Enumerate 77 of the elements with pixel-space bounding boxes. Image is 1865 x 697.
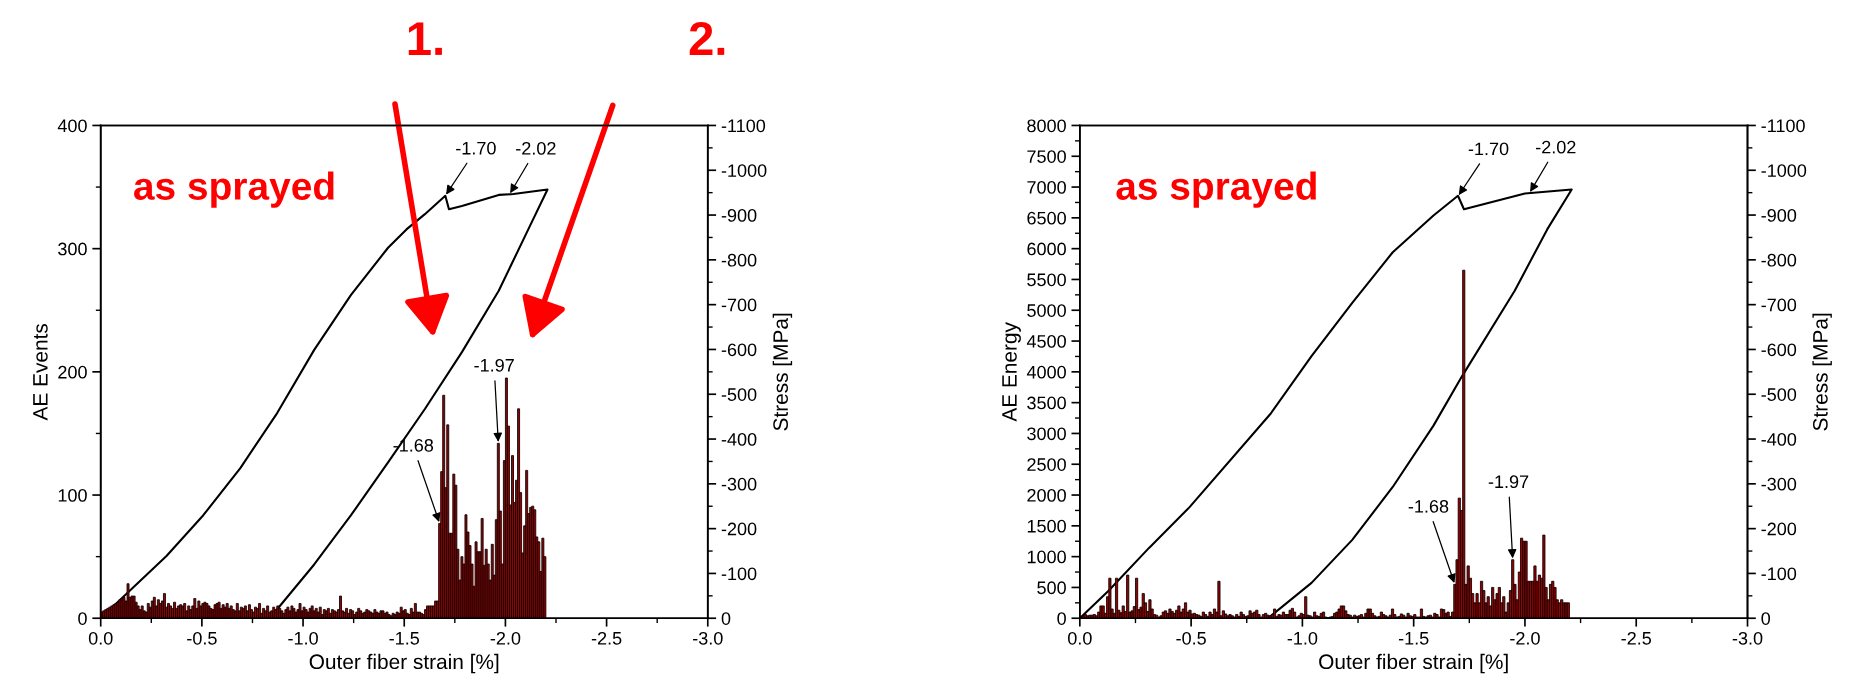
y2-tick-label: -700 xyxy=(721,298,757,312)
y2-tick-label: -1000 xyxy=(721,164,767,177)
y2-tick-label: -1100 xyxy=(721,119,766,133)
y-axis-title: AE Events xyxy=(33,323,48,421)
y2-tick-label: -1100 xyxy=(1761,119,1805,133)
y-tick-label: 5500 xyxy=(1027,273,1066,287)
x-tick-label: -1.0 xyxy=(1287,631,1318,645)
y-tick-label: 4500 xyxy=(1026,334,1066,348)
y-tick-label: 3500 xyxy=(1027,396,1066,410)
y-tick-label: 300 xyxy=(58,242,87,256)
y2-tick-label: -400 xyxy=(1761,432,1797,446)
y-tick-label: 200 xyxy=(58,365,87,379)
text: 2. xyxy=(689,21,725,55)
y-tick-label: 4000 xyxy=(1026,365,1066,379)
annotation: -1.68 xyxy=(1408,499,1449,513)
y-tick-label: 3000 xyxy=(1027,427,1066,441)
y2-tick-label: -100 xyxy=(721,567,757,581)
annotation: -1.97 xyxy=(474,358,514,372)
x-tick-label: 0.0 xyxy=(1067,631,1092,645)
y2-tick-label: 0 xyxy=(721,612,731,625)
annotation: as sprayed xyxy=(134,171,334,208)
y2-tick-label: -900 xyxy=(721,208,757,222)
x-tick-label: -2.5 xyxy=(591,631,622,645)
annotation: -2.02 xyxy=(1536,140,1576,154)
y2-tick-label: -500 xyxy=(1761,388,1797,401)
y2-tick-label: 0 xyxy=(1761,612,1771,625)
y-tick-label: 7000 xyxy=(1027,180,1066,194)
annotation: -1.97 xyxy=(1488,475,1529,489)
y-tick-label: 400 xyxy=(57,119,87,133)
y2-tick-label: -600 xyxy=(1761,343,1797,357)
x-tick-label: -0.5 xyxy=(1176,631,1206,645)
y2-tick-label: -400 xyxy=(721,432,757,446)
y-axis-title: AE Energy xyxy=(1002,322,1021,422)
y2-axis-title: Stress [MPa] xyxy=(1812,313,1832,431)
text: 1. xyxy=(408,22,442,55)
y-tick-label: 2000 xyxy=(1027,488,1066,502)
y-tick-label: 1500 xyxy=(1027,519,1066,533)
y-tick-label: 500 xyxy=(1037,581,1066,595)
y2-axis-title: Stress [MPa] xyxy=(772,313,793,431)
y2-tick-label: -300 xyxy=(1761,477,1797,491)
y2-tick-label: -200 xyxy=(721,522,757,536)
annotation: -1.70 xyxy=(456,141,496,155)
y-tick-label: 6500 xyxy=(1027,211,1066,225)
y-tick-label: 0 xyxy=(78,612,87,625)
x-axis-title: Outer fiber strain [%] xyxy=(309,653,499,674)
y-tick-label: 7500 xyxy=(1027,150,1066,163)
y2-tick-label: -900 xyxy=(1761,208,1797,222)
x-tick-label: -2.5 xyxy=(1621,631,1652,645)
y2-tick-label: -800 xyxy=(1761,253,1797,267)
y-tick-label: 5000 xyxy=(1027,304,1066,317)
y2-tick-label: -100 xyxy=(1761,567,1797,581)
y-tick-label: 1000 xyxy=(1027,550,1066,564)
y2-tick-label: -600 xyxy=(721,343,757,357)
y-tick-label: 8000 xyxy=(1027,119,1066,133)
x-tick-label: -3.0 xyxy=(1732,631,1763,645)
y-tick-label: 100 xyxy=(58,488,87,502)
y-tick-label: 0 xyxy=(1057,612,1066,625)
y2-tick-label: -200 xyxy=(1761,522,1797,536)
x-tick-label: -3.0 xyxy=(693,631,723,645)
y2-tick-label: -500 xyxy=(721,388,757,401)
x-tick-label: -1.0 xyxy=(288,631,318,645)
annotation: -2.02 xyxy=(516,141,556,155)
x-axis-title: Outer fiber strain [%] xyxy=(1319,653,1508,674)
x-tick-label: -1.5 xyxy=(389,632,420,645)
x-tick-label: 0.0 xyxy=(88,631,113,645)
x-tick-label: -2.0 xyxy=(490,631,521,645)
y-tick-label: 6000 xyxy=(1027,242,1066,256)
annotation: as sprayed xyxy=(1116,171,1316,208)
x-tick-label: -1.5 xyxy=(1398,632,1429,645)
y2-tick-label: -800 xyxy=(721,253,757,267)
y2-tick-label: -1000 xyxy=(1761,164,1807,177)
y2-tick-label: -300 xyxy=(721,477,757,491)
y-tick-label: 2500 xyxy=(1027,458,1066,471)
x-tick-label: -0.5 xyxy=(187,631,217,645)
annotation: -1.70 xyxy=(1468,142,1509,156)
y2-tick-label: -700 xyxy=(1761,298,1797,312)
x-tick-label: -2.0 xyxy=(1510,631,1540,645)
